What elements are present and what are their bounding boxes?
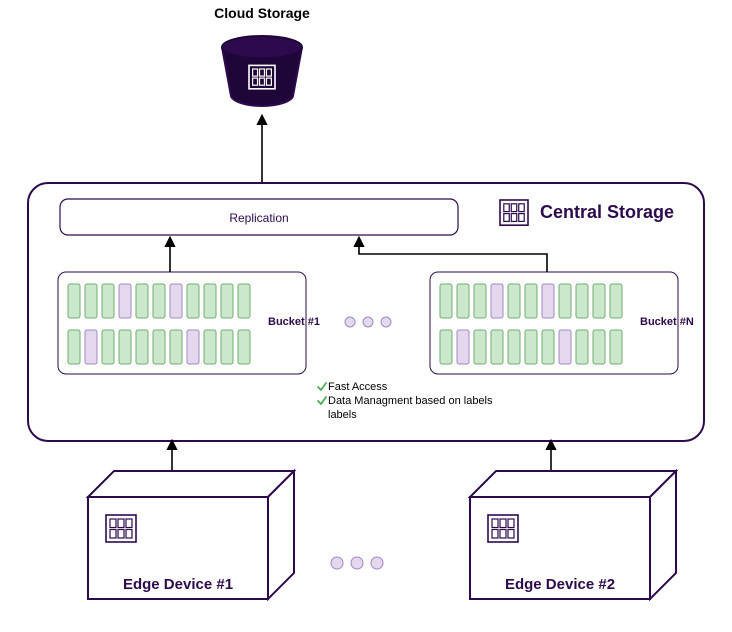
bucket-bar <box>68 284 80 318</box>
bucket-bar <box>491 284 503 318</box>
bucket-bar <box>238 284 250 318</box>
ellipsis-dot <box>363 317 373 327</box>
bucket-label-1: Bucket #N <box>640 316 694 328</box>
bucket-bar <box>593 330 605 364</box>
bucket-bar <box>576 284 588 318</box>
feature-item-0: Fast Access <box>328 381 388 393</box>
bucket-bar <box>559 284 571 318</box>
ellipsis-dot <box>381 317 391 327</box>
bucket-bar <box>204 330 216 364</box>
bucket-bar <box>119 284 131 318</box>
storage-icon <box>500 200 528 225</box>
edge-device-label-1: Edge Device #2 <box>505 576 615 593</box>
bucket-bar <box>474 330 486 364</box>
bucket-bar <box>85 284 97 318</box>
bucket-bar <box>187 330 199 364</box>
bucket-bar <box>153 330 165 364</box>
bucket-bar <box>491 330 503 364</box>
bucket-bar <box>102 330 114 364</box>
bucket-bar <box>457 284 469 318</box>
bucket-bar <box>508 330 520 364</box>
bucket-bar <box>204 284 216 318</box>
check-icon <box>318 397 326 404</box>
bucket-bar <box>221 284 233 318</box>
cloud-storage-title: Cloud Storage <box>214 5 310 21</box>
central-storage-title: Central Storage <box>540 202 674 222</box>
bucket-bar <box>457 330 469 364</box>
bucket-bar <box>136 330 148 364</box>
bucket-bar <box>136 284 148 318</box>
bucket-bar <box>593 284 605 318</box>
bucket-bar <box>440 330 452 364</box>
bucket-bar <box>68 330 80 364</box>
bucket-bar <box>119 330 131 364</box>
feature-item-1: Data Managment based on labels <box>328 395 493 407</box>
bucket-bar <box>542 284 554 318</box>
bucket-bar <box>525 284 537 318</box>
arrow-bucketN-to-replication <box>359 238 547 272</box>
check-icon <box>318 383 326 390</box>
ellipsis-dot <box>351 557 363 569</box>
bucket-bar <box>610 284 622 318</box>
bucket-bar <box>170 330 182 364</box>
ellipsis-dot <box>345 317 355 327</box>
cloud-storage-bucket <box>222 36 302 106</box>
ellipsis-dot <box>371 557 383 569</box>
bucket-bar <box>170 284 182 318</box>
bucket-bar <box>102 284 114 318</box>
bucket-bar <box>542 330 554 364</box>
bucket-bar <box>187 284 199 318</box>
bucket-bar <box>474 284 486 318</box>
bucket-bar <box>238 330 250 364</box>
bucket-bar <box>153 284 165 318</box>
bucket-bar <box>221 330 233 364</box>
feature-item-1-cont: labels <box>328 409 357 421</box>
bucket-bar <box>85 330 97 364</box>
bucket-bar <box>610 330 622 364</box>
bucket-label-0: Bucket #1 <box>268 316 320 328</box>
bucket-bar <box>508 284 520 318</box>
bucket-bar <box>576 330 588 364</box>
bucket-bar <box>525 330 537 364</box>
bucket-bar <box>440 284 452 318</box>
edge-device-label-0: Edge Device #1 <box>123 576 233 593</box>
ellipsis-dot <box>331 557 343 569</box>
bucket-bar <box>559 330 571 364</box>
replication-label: Replication <box>229 211 288 225</box>
